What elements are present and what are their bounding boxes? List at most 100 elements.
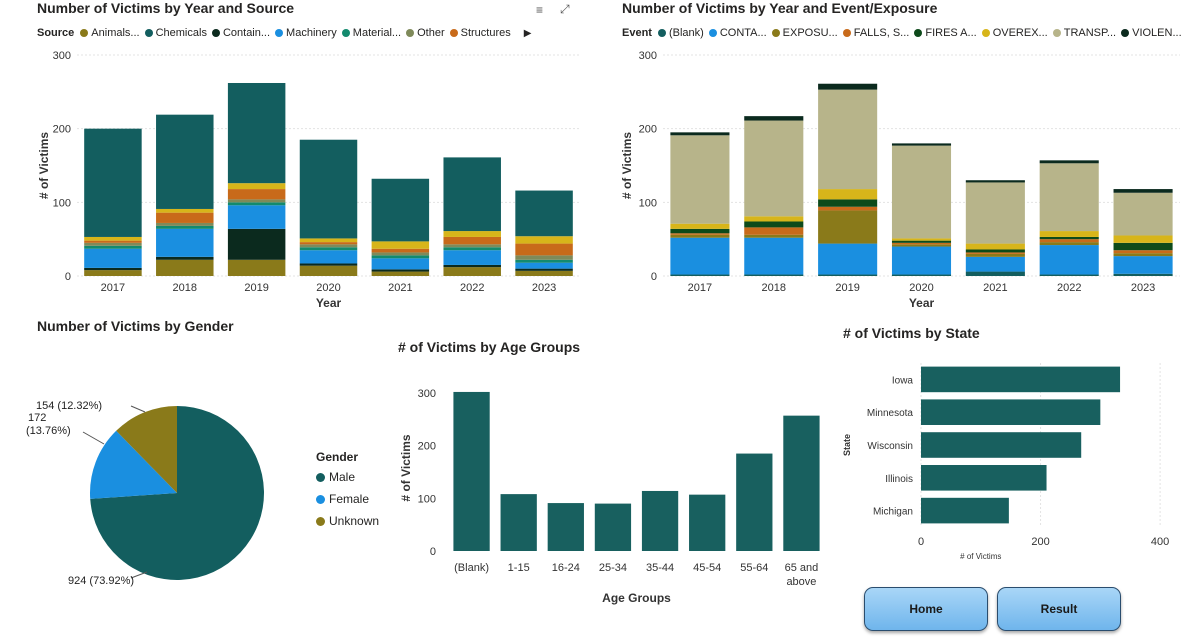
x-tick-label: 2021 — [388, 282, 412, 294]
bar-segment — [371, 252, 430, 256]
bar-segment — [818, 274, 878, 276]
bar-segment — [227, 189, 286, 200]
legend-item[interactable]: TRANSP... — [1052, 27, 1116, 39]
y-tick-label: 100 — [53, 197, 71, 209]
legend-marker — [657, 29, 666, 37]
bar-segment — [891, 242, 952, 245]
legend-item[interactable]: Structures — [449, 27, 511, 39]
gender-legend-item[interactable]: Male — [316, 470, 379, 484]
bar-segment — [299, 250, 358, 264]
gender-legend: Gender Male Female Unknown — [316, 450, 379, 536]
bar-segment — [84, 240, 142, 243]
pie-leader-line — [130, 405, 146, 413]
legend-marker — [708, 29, 717, 37]
legend-marker — [275, 29, 284, 37]
legend-item[interactable]: EXPOSU... — [771, 27, 838, 39]
legend-item[interactable]: Other — [406, 27, 445, 39]
legend-item[interactable]: Contain... — [211, 27, 270, 39]
bar-segment — [299, 244, 358, 248]
bar-segment — [1113, 242, 1173, 251]
bar-segment — [818, 89, 878, 190]
pie-leader-line — [82, 431, 105, 445]
x-tick-label: above — [786, 576, 816, 588]
bar-segment — [443, 231, 501, 237]
legend-item[interactable]: Animals... — [80, 27, 140, 39]
bar-segment — [227, 228, 286, 260]
legend-label: VIOLEN... — [1132, 27, 1182, 39]
legend-item[interactable]: Material... — [341, 27, 402, 39]
legend-next-arrow-icon[interactable]: ▶ — [523, 27, 532, 39]
legend-label: OVEREX... — [992, 27, 1048, 39]
chart3-title: Number of Victims by Gender — [37, 318, 234, 334]
bar-segment — [443, 244, 501, 248]
bar-segment — [965, 253, 1025, 257]
bar-segment — [965, 243, 1025, 250]
legend-label: Material... — [352, 27, 402, 39]
focus-mode-icon[interactable]: ⤢ — [560, 2, 570, 16]
x-tick-label: 65 and — [785, 562, 819, 574]
bar-segment — [744, 227, 804, 235]
chart5-title: # of Victims by State — [843, 325, 980, 341]
bar-segment — [670, 233, 730, 235]
bar-segment — [891, 238, 952, 241]
bar-segment — [1039, 242, 1099, 246]
bar-segment — [670, 132, 730, 136]
bar-segment — [891, 246, 952, 275]
bar-segment — [515, 255, 573, 260]
legend-item[interactable]: (Blank) — [657, 27, 704, 39]
y-axis-title: # of Victims — [620, 132, 634, 199]
bar-segment — [670, 228, 730, 234]
filter-icon[interactable]: ≡ — [536, 3, 544, 17]
bar-segment — [227, 183, 286, 190]
bar-segment — [299, 263, 358, 266]
bar-segment — [1039, 236, 1099, 240]
bar-segment — [156, 208, 214, 213]
legend-marker — [316, 494, 325, 504]
bar-segment — [965, 252, 1025, 254]
y-tick-label: 300 — [53, 50, 71, 62]
chart1-title: Number of Victims by Year and Source — [37, 0, 295, 16]
legend-label: CONTA... — [719, 27, 767, 39]
pie-leader-line — [130, 571, 148, 579]
x-tick-label: 2022 — [1057, 282, 1081, 294]
y-tick-label: 0 — [65, 271, 71, 283]
legend-item[interactable]: Machinery — [275, 27, 337, 39]
y-axis-title: State — [842, 434, 852, 456]
bar-segment — [156, 256, 214, 260]
legend-item[interactable]: FIRES A... — [914, 27, 977, 39]
bar-segment — [818, 206, 878, 211]
bar-segment — [744, 120, 804, 217]
bar — [594, 503, 632, 551]
legend-item[interactable]: Chemicals — [144, 27, 207, 39]
bar-segment — [371, 178, 430, 242]
bar-segment — [443, 247, 501, 251]
result-button[interactable]: Result — [997, 587, 1121, 631]
home-button[interactable]: Home — [864, 587, 988, 631]
x-tick-label: 2022 — [460, 282, 484, 294]
gender-legend-item[interactable]: Female — [316, 492, 379, 506]
bar-segment — [891, 145, 952, 239]
bar-segment — [965, 256, 1025, 272]
chart2-title: Number of Victims by Year and Event/Expo… — [622, 0, 938, 16]
bar-segment — [443, 236, 501, 245]
legend-label: Male — [329, 470, 356, 484]
bar — [689, 494, 726, 551]
x-tick-label: 200 — [1031, 536, 1049, 548]
bar-segment — [227, 205, 286, 229]
legend-item[interactable]: VIOLEN... — [1121, 27, 1182, 39]
legend-item[interactable]: FALLS, S... — [842, 27, 909, 39]
bar-segment — [1113, 256, 1173, 274]
legend-marker — [211, 29, 220, 37]
legend-marker — [1121, 29, 1130, 37]
bar-segment — [744, 216, 804, 222]
x-tick-label: 2018 — [762, 282, 786, 294]
bar-segment — [891, 240, 952, 243]
legend-label: Unknown — [329, 514, 380, 528]
legend-item[interactable]: OVEREX... — [981, 27, 1048, 39]
bar-segment — [818, 189, 878, 200]
pie-data-label: 154 (12.32%) — [36, 400, 102, 412]
gender-legend-item[interactable]: Unknown — [316, 514, 379, 528]
legend-item[interactable]: CONTA... — [708, 27, 767, 39]
bar-segment — [515, 190, 573, 237]
bar-segment — [965, 180, 1025, 183]
